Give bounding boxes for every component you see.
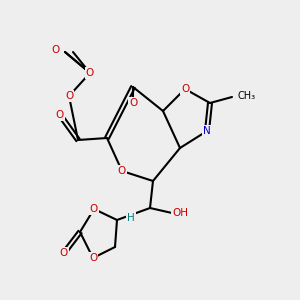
- Text: O: O: [89, 253, 97, 263]
- Text: O: O: [129, 98, 137, 108]
- Text: O: O: [118, 166, 126, 176]
- Text: CH₃: CH₃: [237, 91, 255, 101]
- Text: O: O: [65, 91, 73, 101]
- Text: OH: OH: [172, 208, 188, 218]
- Text: H: H: [127, 213, 135, 223]
- Text: N: N: [203, 126, 211, 136]
- Text: O: O: [86, 68, 94, 78]
- Text: O: O: [181, 84, 189, 94]
- Text: O: O: [56, 110, 64, 120]
- Text: O: O: [51, 45, 59, 55]
- Text: O: O: [60, 248, 68, 258]
- Text: O: O: [90, 204, 98, 214]
